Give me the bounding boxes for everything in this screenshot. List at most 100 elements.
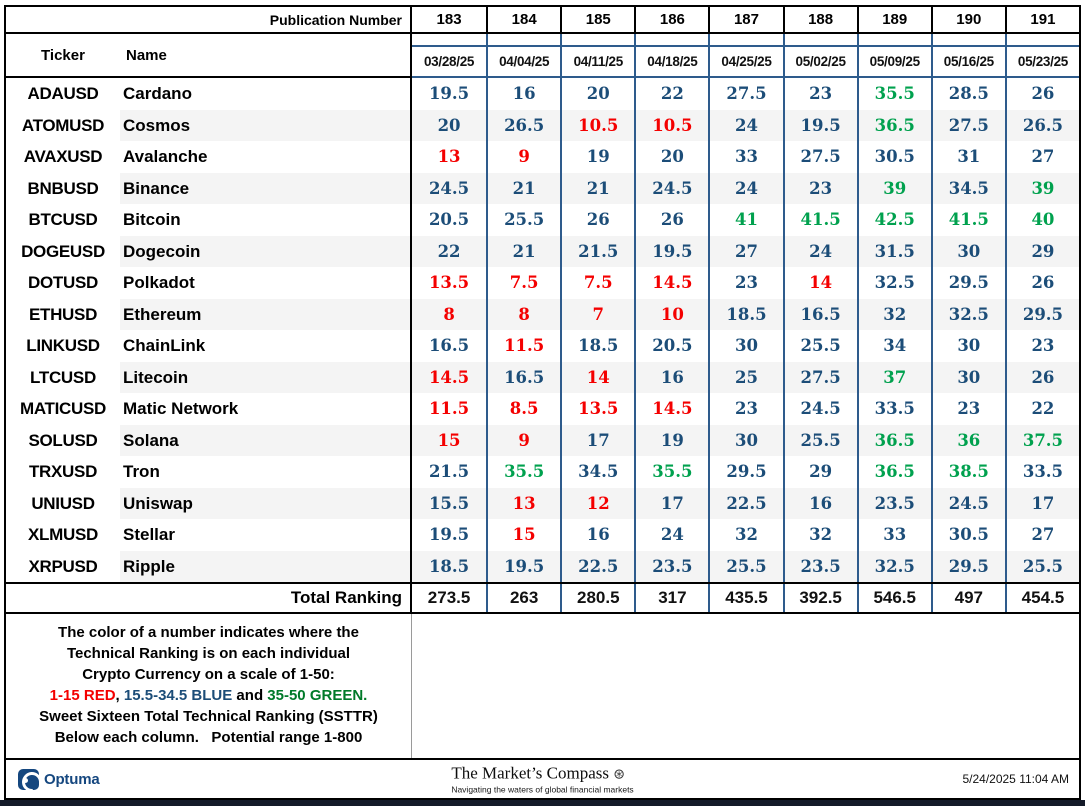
ranking-value: 29.5 (930, 267, 1005, 299)
ticker-label: LTCUSD (30, 367, 96, 387)
ranking-value: 25.5 (1004, 550, 1079, 582)
ranking-value: 35.5 (856, 78, 931, 110)
ticker-label: TRXUSD (28, 462, 98, 481)
date-header: 05/16/25 (930, 47, 1005, 76)
ranking-value: 42.5 (856, 204, 931, 236)
ranking-value: 20 (634, 141, 708, 173)
brand-title: The Market’s Compass ⊛ (451, 764, 633, 784)
ranking-value: 30 (930, 330, 1005, 362)
total-ranking-value: 273.5 (427, 588, 471, 607)
ranking-value: 33.5 (1004, 456, 1079, 488)
table-row: DOGEUSD Dogecoin 22 21 21.5 19.5 27 24 31.5 30 29 (6, 235, 1079, 267)
name-column-header: Name (126, 46, 167, 64)
crypto-name: Dogecoin (120, 235, 412, 267)
spacer-cell (782, 34, 857, 45)
date-header: 04/25/25 (708, 47, 782, 76)
crypto-name: Cosmos (120, 109, 412, 141)
ticker-label: BTCUSD (28, 210, 98, 229)
ranking-value: 34 (856, 330, 931, 362)
ranking-value: 8.5 (486, 393, 560, 425)
table-row: SOLUSD Solana 15 9 17 19 30 25.5 36.5 36 37.5 (6, 424, 1079, 456)
ranking-value: 13 (437, 147, 461, 166)
total-ranking-value: 435.5 (708, 584, 782, 612)
table-row: UNIUSD Uniswap 15.5 13 12 17 22.5 16 23.5 24.5 17 (6, 487, 1079, 519)
crypto-name: Polkadot (120, 267, 412, 299)
ranking-value: 26 (1004, 267, 1079, 299)
crypto-name: Bitcoin (120, 204, 412, 236)
publication-number: 186 (634, 7, 708, 32)
ranking-value: 39 (856, 172, 931, 204)
ranking-value: 32 (782, 519, 857, 551)
ranking-value: 22 (1004, 393, 1079, 425)
ranking-value: 22 (634, 78, 708, 110)
ranking-value: 20.5 (634, 330, 708, 362)
date-row: 03/28/25 04/04/25 04/11/25 04/18/25 04/25/25… (412, 47, 1079, 78)
ranking-value: 34.5 (930, 172, 1005, 204)
table-row: ATOMUSD Cosmos 20 26.5 10.5 10.5 24 19.5 36.5 27.… (6, 109, 1079, 141)
ranking-value: 29 (782, 456, 857, 488)
legend-scale-part: 35-50 GREEN. (267, 687, 368, 704)
ranking-value: 23 (782, 172, 857, 204)
ticker-name-header: Ticker Name (6, 34, 412, 78)
column-header-row: Ticker Name 03/28/25 04/04/25 04/11/25 04/1… (6, 34, 1079, 78)
ranking-value: 13.5 (560, 393, 634, 425)
report-frame: Publication Number 183 184 185 186 187 188 189… (4, 5, 1081, 800)
ranking-value: 30 (708, 424, 783, 456)
ticker-label: SOLUSD (28, 430, 98, 450)
table-row: LTCUSD Litecoin 14.5 16.5 14 16 25 27.5 37 30 26 (6, 361, 1079, 393)
ranking-value: 33 (856, 519, 931, 551)
ranking-value: 9 (486, 141, 560, 173)
table-body: ADAUSD Cardano 19.5 16 20 22 27.5 23 35.5 28.5 26 A… (6, 78, 1079, 582)
ranking-value: 32.5 (856, 550, 931, 582)
ticker-label: MATICUSD (19, 399, 107, 418)
crypto-name: Solana (120, 424, 412, 456)
ranking-value: 27 (708, 235, 783, 267)
ticker-label: UNIUSD (31, 493, 95, 513)
ticker-label: XLMUSD (28, 525, 98, 544)
ranking-value: 8 (412, 298, 487, 330)
ranking-value: 19 (560, 141, 634, 173)
date-header: 04/11/25 (560, 47, 634, 76)
ranking-value: 26.5 (1004, 109, 1079, 141)
ticker-label: ETHUSD (28, 304, 98, 324)
ranking-value: 35.5 (634, 456, 708, 488)
ticker-label: LINKUSD (26, 336, 100, 355)
table-row: LINKUSD ChainLink 16.5 11.5 18.5 20.5 30 25.5 34… (6, 330, 1079, 362)
optuma-wordmark: Optuma (44, 770, 100, 788)
ranking-value: 20.5 (428, 210, 470, 229)
ranking-value: 21.5 (560, 235, 635, 267)
table-row: DOTUSD Polkadot 13.5 7.5 7.5 14.5 23 14 32.5 29.5… (6, 267, 1079, 299)
spacer-cell (412, 34, 486, 45)
brand-tagline: Navigating the waters of global financia… (451, 784, 634, 795)
ranking-value: 22 (412, 235, 487, 267)
crypto-name: Binance (120, 172, 412, 204)
ranking-value: 8 (486, 298, 561, 330)
total-ranking-value: 392.5 (782, 584, 857, 612)
ranking-value: 34.5 (560, 456, 634, 488)
ranking-value: 28.5 (930, 78, 1005, 110)
ranking-value: 9 (486, 424, 561, 456)
ranking-value: 41 (708, 204, 782, 236)
ranking-value: 18.5 (708, 298, 783, 330)
date-header-block: 03/28/25 04/04/25 04/11/25 04/18/25 04/25/25… (412, 34, 1079, 78)
ranking-value: 14.5 (634, 267, 708, 299)
ranking-value: 31 (930, 141, 1005, 173)
ranking-value: 36.5 (856, 424, 931, 456)
ranking-value: 25.5 (486, 204, 560, 236)
crypto-name: Matic Network (120, 393, 412, 425)
ranking-value: 29.5 (930, 550, 1005, 582)
table-row: BNBUSD Binance 24.5 21 21 24.5 24 23 39 34.5 39 (6, 172, 1079, 204)
ranking-value: 23 (930, 393, 1005, 425)
publication-number: 188 (782, 7, 857, 32)
total-ranking-row: Total Ranking 273.5 263 280.5 317 435.5 392.5… (6, 582, 1079, 614)
crypto-name: Ripple (120, 550, 412, 582)
ranking-value: 41.5 (930, 204, 1005, 236)
ranking-value: 30 (930, 361, 1005, 393)
crypto-name: Tron (120, 456, 412, 488)
ranking-value: 24 (708, 172, 783, 204)
ticker-label: ADAUSD (27, 84, 99, 103)
ranking-value: 19.5 (428, 525, 470, 544)
publication-number-row: Publication Number 183 184 185 186 187 188 189… (6, 7, 1079, 34)
ranking-value: 30 (708, 330, 782, 362)
ranking-value: 16.5 (428, 336, 470, 355)
